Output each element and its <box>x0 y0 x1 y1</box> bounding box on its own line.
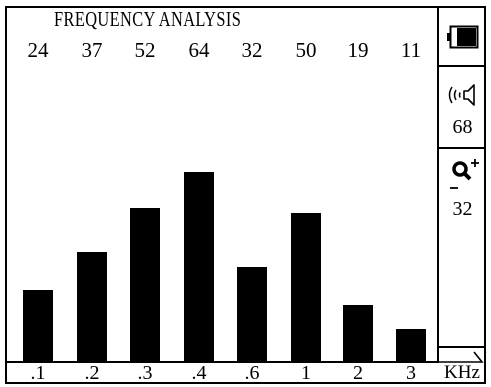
bar-value-label: 52 <box>134 38 156 62</box>
chart-title: FREQUENCY ANALYSIS <box>54 7 242 31</box>
frequency-bar <box>343 305 373 361</box>
frequency-bar <box>184 172 214 361</box>
zoom-value: 32 <box>452 198 473 220</box>
x-tick-label: .3 <box>137 362 153 384</box>
frequency-bar <box>130 208 160 361</box>
x-tick-label: 1 <box>301 362 311 384</box>
frequency-bar <box>77 252 107 361</box>
sidebar-separator <box>437 147 486 149</box>
x-axis-line <box>6 361 439 363</box>
bar-value-label: 50 <box>295 38 317 62</box>
volume-value: 68 <box>452 116 473 138</box>
bar-value-label: 64 <box>188 38 210 62</box>
x-tick-label: .1 <box>30 362 46 384</box>
x-tick-label: 2 <box>353 362 363 384</box>
x-axis-unit: KHz <box>444 362 480 383</box>
zoom-in-out-icon[interactable] <box>450 158 480 192</box>
frequency-bar <box>23 290 53 361</box>
x-tick-label: .2 <box>84 362 100 384</box>
bar-value-label: 24 <box>27 38 49 62</box>
x-tick-label: 3 <box>406 362 416 384</box>
x-tick-label: .4 <box>191 362 207 384</box>
speaker-sound-icon[interactable] <box>445 83 479 107</box>
bar-value-label: 19 <box>347 38 369 62</box>
frequency-bar <box>237 267 267 361</box>
x-tick-label: .6 <box>244 362 260 384</box>
bar-value-label: 11 <box>400 38 422 62</box>
sidebar-separator <box>437 346 486 348</box>
sidebar-divider <box>437 6 439 363</box>
battery-icon <box>447 25 479 49</box>
bar-value-label: 37 <box>81 38 103 62</box>
sidebar-separator <box>437 65 486 67</box>
frequency-bar <box>291 213 321 361</box>
axis-arrow-icon <box>438 351 484 363</box>
bar-value-label: 32 <box>241 38 263 62</box>
frequency-bar <box>396 329 426 361</box>
